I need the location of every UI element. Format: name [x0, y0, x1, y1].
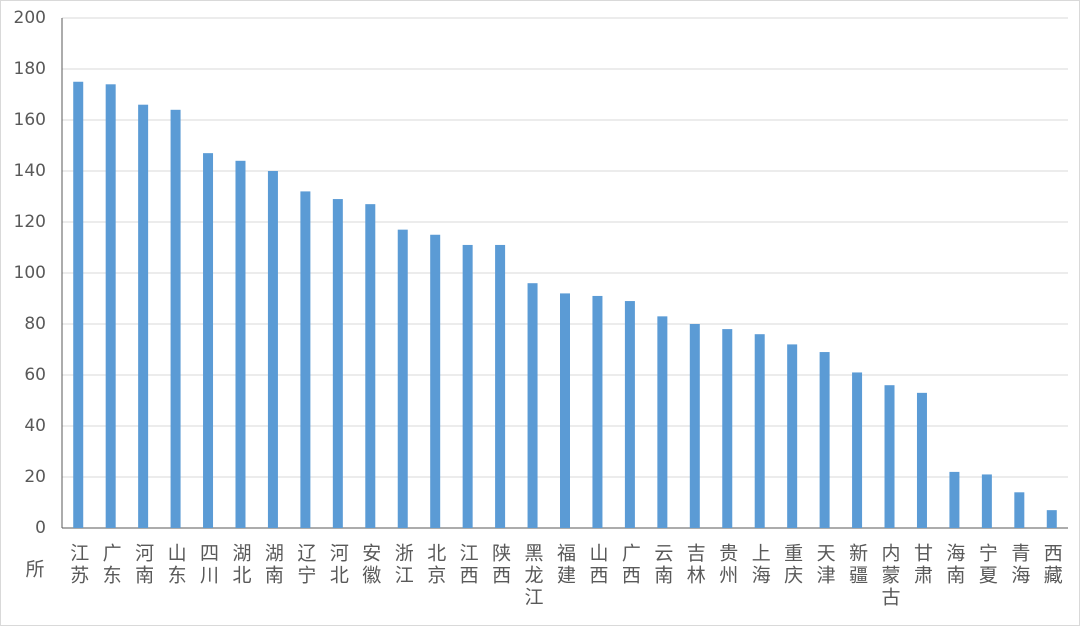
- bar: [495, 244, 506, 528]
- y-tick-label: 140: [14, 161, 46, 181]
- x-tick-label: 重庆: [781, 543, 803, 587]
- y-tick-label: 100: [14, 263, 46, 283]
- bar: [105, 84, 116, 529]
- x-tick-label: 四川: [197, 543, 219, 587]
- y-tick-label: 60: [24, 365, 46, 385]
- y-tick-label: 0: [35, 518, 46, 538]
- bar: [1014, 492, 1025, 528]
- bar: [300, 191, 311, 528]
- bar: [949, 471, 960, 528]
- x-tick-label: 上海: [749, 543, 771, 587]
- x-tick-label: 海南: [943, 543, 965, 587]
- x-tick-label: 山西: [586, 543, 608, 587]
- x-tick-label: 湖南: [262, 543, 284, 587]
- y-tick-label: 80: [24, 314, 46, 334]
- y-tick-label: 120: [14, 212, 46, 232]
- bar: [624, 301, 635, 528]
- bar: [657, 316, 668, 528]
- x-tick-label: 黑龙江: [522, 543, 544, 609]
- x-tick-label: 河北: [327, 543, 349, 587]
- bar: [592, 295, 603, 528]
- x-tick-label: 安徽: [359, 543, 381, 587]
- bar: [916, 392, 927, 528]
- y-tick-label: 200: [14, 8, 46, 28]
- x-tick-label: 甘肃: [911, 543, 933, 587]
- y-tick-label: 180: [14, 59, 46, 79]
- y-tick-label: 160: [14, 110, 46, 130]
- bar: [754, 334, 765, 528]
- bar: [527, 283, 538, 528]
- bar: [560, 293, 570, 528]
- bar: [138, 104, 149, 528]
- x-tick-label: 广西: [619, 543, 641, 587]
- bar: [1046, 510, 1057, 528]
- x-tick-label: 辽宁: [294, 543, 316, 587]
- bar: [365, 204, 376, 528]
- x-tick-label: 山东: [165, 543, 187, 587]
- bar: [981, 474, 992, 528]
- x-tick-label: 福建: [554, 543, 576, 587]
- bar: [462, 244, 473, 528]
- x-tick-label: 内蒙古: [879, 543, 901, 609]
- bar: [852, 372, 863, 528]
- x-tick-label: 广东: [100, 543, 122, 587]
- x-tick-label: 宁夏: [976, 543, 998, 587]
- x-tick-label: 西藏: [1041, 543, 1063, 587]
- x-tick-label: 江苏: [67, 543, 89, 587]
- x-tick-label: 新疆: [846, 543, 868, 587]
- y-tick-label: 40: [24, 416, 46, 436]
- bar: [235, 160, 246, 529]
- bar: [170, 109, 181, 529]
- bar: [819, 352, 830, 528]
- x-tick-label: 青海: [1008, 543, 1030, 587]
- x-tick-label: 贵州: [716, 543, 738, 587]
- x-tick-label: 河南: [132, 543, 154, 587]
- x-tick-label: 北京: [424, 543, 446, 587]
- bar: [430, 234, 441, 528]
- bar: [332, 199, 343, 529]
- bar: [689, 324, 700, 528]
- x-tick-label: 陕西: [489, 543, 511, 587]
- bar: [884, 385, 895, 528]
- x-tick-label: 吉林: [684, 543, 706, 587]
- corner-text: 所: [25, 559, 44, 581]
- x-tick-label: 云南: [651, 543, 673, 587]
- bar: [267, 171, 278, 528]
- bar: [397, 229, 408, 528]
- x-tick-label: 湖北: [229, 543, 251, 587]
- bar: [73, 81, 84, 528]
- bar: [722, 329, 733, 528]
- y-tick-label: 20: [24, 467, 46, 487]
- x-tick-label: 天津: [814, 543, 836, 587]
- x-tick-label: 江西: [457, 543, 479, 587]
- bar: [787, 344, 798, 528]
- x-tick-label: 浙江: [392, 543, 414, 587]
- bar: [203, 153, 214, 528]
